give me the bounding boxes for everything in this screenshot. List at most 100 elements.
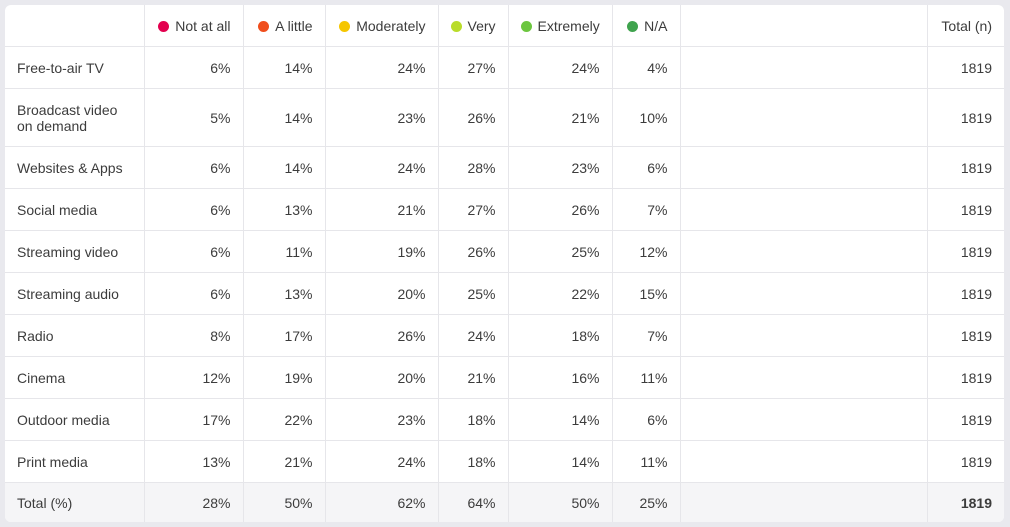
total-cell: 1819 bbox=[927, 398, 1004, 441]
total-cell: 1819 bbox=[927, 188, 1004, 231]
column-header[interactable]: A little bbox=[243, 5, 326, 47]
total-row: Total (%) 28% 50% 62% 64% 50% 25% 1819 bbox=[5, 482, 1004, 522]
total-cell: 1819 bbox=[927, 440, 1004, 483]
value-cell: 20% bbox=[325, 272, 439, 315]
value-cell: 26% bbox=[325, 314, 439, 357]
column-header[interactable]: Very bbox=[438, 5, 509, 47]
spacer-cell bbox=[680, 230, 928, 273]
value-cell: 28% bbox=[144, 482, 244, 522]
table-row: Websites & Apps 6% 14% 24% 28% 23% 6% 1819 bbox=[5, 146, 1004, 189]
value-cell: 16% bbox=[508, 356, 613, 399]
value-cell: 18% bbox=[438, 440, 509, 483]
legend-dot bbox=[450, 20, 462, 32]
value-cell: 20% bbox=[325, 356, 439, 399]
value-cell: 26% bbox=[438, 230, 509, 273]
row-label: Broadcast video on demand bbox=[5, 88, 145, 147]
value-cell: 11% bbox=[612, 356, 681, 399]
value-cell: 8% bbox=[144, 314, 244, 357]
value-cell: 6% bbox=[612, 398, 681, 441]
column-header[interactable]: Extremely bbox=[508, 5, 613, 47]
row-label: Print media bbox=[5, 440, 145, 483]
value-cell: 13% bbox=[144, 440, 244, 483]
value-cell: 6% bbox=[612, 146, 681, 189]
value-cell: 14% bbox=[243, 146, 326, 189]
table-row: Streaming audio 6% 13% 20% 25% 22% 15% 1819 bbox=[5, 272, 1004, 315]
total-n-header[interactable]: Total (n) bbox=[927, 5, 1004, 47]
legend-dot bbox=[520, 20, 532, 32]
value-cell: 17% bbox=[243, 314, 326, 357]
value-cell: 7% bbox=[612, 314, 681, 357]
legend-dot bbox=[258, 20, 270, 32]
row-label-header bbox=[5, 5, 145, 47]
spacer-cell bbox=[680, 440, 928, 483]
value-cell: 4% bbox=[612, 46, 681, 89]
value-cell: 62% bbox=[325, 482, 439, 522]
row-label: Free-to-air TV bbox=[5, 46, 145, 89]
value-cell: 7% bbox=[612, 188, 681, 231]
value-cell: 19% bbox=[243, 356, 326, 399]
value-cell: 6% bbox=[144, 230, 244, 273]
value-cell: 27% bbox=[438, 188, 509, 231]
value-cell: 22% bbox=[508, 272, 613, 315]
value-cell: 6% bbox=[144, 188, 244, 231]
value-cell: 14% bbox=[508, 398, 613, 441]
row-label: Outdoor media bbox=[5, 398, 145, 441]
value-cell: 12% bbox=[144, 356, 244, 399]
value-cell: 24% bbox=[325, 146, 439, 189]
table-row: Cinema 12% 19% 20% 21% 16% 11% 1819 bbox=[5, 356, 1004, 399]
value-cell: 18% bbox=[438, 398, 509, 441]
total-cell: 1819 bbox=[927, 314, 1004, 357]
value-cell: 10% bbox=[612, 88, 681, 147]
value-cell: 14% bbox=[508, 440, 613, 483]
value-cell: 24% bbox=[508, 46, 613, 89]
legend-dot bbox=[339, 20, 351, 32]
value-cell: 50% bbox=[243, 482, 326, 522]
value-cell: 27% bbox=[438, 46, 509, 89]
spacer-cell bbox=[680, 188, 928, 231]
table-row: Social media 6% 13% 21% 27% 26% 7% 1819 bbox=[5, 188, 1004, 231]
value-cell: 24% bbox=[325, 440, 439, 483]
value-cell: 17% bbox=[144, 398, 244, 441]
value-cell: 64% bbox=[438, 482, 509, 522]
value-cell: 22% bbox=[243, 398, 326, 441]
table-row: Broadcast video on demand 5% 14% 23% 26% 21% 1… bbox=[5, 88, 1004, 147]
value-cell: 25% bbox=[612, 482, 681, 522]
value-cell: 26% bbox=[508, 188, 613, 231]
value-cell: 12% bbox=[612, 230, 681, 273]
total-cell: 1819 bbox=[927, 46, 1004, 89]
value-cell: 6% bbox=[144, 146, 244, 189]
spacer-cell bbox=[680, 46, 928, 89]
column-header[interactable]: N/A bbox=[612, 5, 681, 47]
column-header[interactable]: Not at all bbox=[144, 5, 244, 47]
value-cell: 14% bbox=[243, 46, 326, 89]
value-cell: 11% bbox=[243, 230, 326, 273]
value-cell: 6% bbox=[144, 272, 244, 315]
value-cell: 21% bbox=[438, 356, 509, 399]
total-cell: 1819 bbox=[927, 272, 1004, 315]
value-cell: 21% bbox=[508, 88, 613, 147]
row-label: Streaming audio bbox=[5, 272, 145, 315]
total-cell: 1819 bbox=[927, 88, 1004, 147]
spacer-cell bbox=[680, 314, 928, 357]
total-cell: 1819 bbox=[927, 146, 1004, 189]
header-row: Not at all A little Moderately Very Extr… bbox=[5, 5, 1004, 47]
spacer-cell bbox=[680, 88, 928, 147]
row-label: Streaming video bbox=[5, 230, 145, 273]
value-cell: 18% bbox=[508, 314, 613, 357]
value-cell: 26% bbox=[438, 88, 509, 147]
value-cell: 23% bbox=[325, 88, 439, 147]
value-cell: 24% bbox=[325, 46, 439, 89]
row-label: Websites & Apps bbox=[5, 146, 145, 189]
legend-dot bbox=[627, 20, 639, 32]
value-cell: 15% bbox=[612, 272, 681, 315]
column-header[interactable]: Moderately bbox=[325, 5, 439, 47]
results-table-card: Not at all A little Moderately Very Extr… bbox=[5, 5, 1004, 522]
row-label: Social media bbox=[5, 188, 145, 231]
table-row: Radio 8% 17% 26% 24% 18% 7% 1819 bbox=[5, 314, 1004, 357]
value-cell: 50% bbox=[508, 482, 613, 522]
table-row: Outdoor media 17% 22% 23% 18% 14% 6% 1819 bbox=[5, 398, 1004, 441]
spacer-cell bbox=[680, 356, 928, 399]
row-label: Cinema bbox=[5, 356, 145, 399]
total-cell: 1819 bbox=[927, 230, 1004, 273]
value-cell: 13% bbox=[243, 188, 326, 231]
